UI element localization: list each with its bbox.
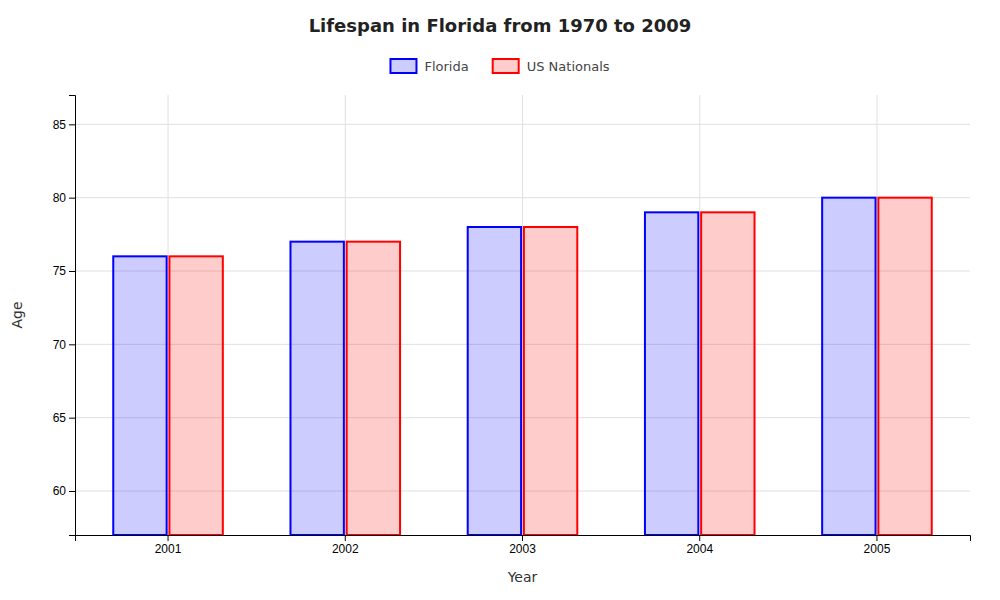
y-tick-label: 70 bbox=[53, 338, 67, 352]
bar bbox=[701, 212, 754, 535]
bar bbox=[645, 212, 698, 535]
legend-item: US Nationals bbox=[493, 59, 610, 74]
y-axis-line bbox=[69, 96, 76, 536]
legend-label: Florida bbox=[424, 59, 468, 74]
grid-line-x bbox=[345, 95, 346, 535]
x-tick: 2005 bbox=[864, 535, 891, 556]
y-tick-mark bbox=[69, 271, 75, 272]
legend-label: US Nationals bbox=[527, 59, 610, 74]
x-axis: 2001 2002 2003 2004 2005 bbox=[76, 535, 971, 556]
series bbox=[113, 198, 875, 535]
y-tick-mark bbox=[69, 124, 75, 125]
y-tick: 80 bbox=[53, 191, 75, 205]
x-tick-label: 2004 bbox=[686, 542, 713, 556]
x-tick: 2001 bbox=[155, 535, 182, 556]
y-tick-label: 75 bbox=[53, 264, 67, 278]
x-tick: 2003 bbox=[509, 535, 536, 556]
legend-swatch bbox=[390, 59, 416, 73]
bar bbox=[524, 227, 577, 535]
y-axis-title: Age bbox=[9, 301, 25, 328]
x-tick-mark bbox=[345, 535, 346, 541]
x-tick-mark bbox=[699, 535, 700, 541]
grid bbox=[75, 95, 970, 535]
bars bbox=[113, 198, 931, 535]
y-tick-mark bbox=[69, 491, 75, 492]
x-tick-label: 2001 bbox=[155, 542, 182, 556]
legend: Florida US Nationals bbox=[390, 59, 609, 74]
x-tick-mark bbox=[522, 535, 523, 541]
bar bbox=[290, 242, 343, 535]
y-tick: 75 bbox=[53, 264, 75, 278]
grid-line-x bbox=[168, 95, 169, 535]
y-tick-mark bbox=[69, 198, 75, 199]
bar bbox=[169, 256, 222, 535]
x-tick-label: 2005 bbox=[864, 542, 891, 556]
x-axis-line bbox=[76, 536, 971, 542]
bar bbox=[113, 256, 166, 535]
bar bbox=[878, 198, 931, 535]
x-tick-mark bbox=[876, 535, 877, 541]
plot: 60 65 70 75 80 85 2001 2002 2003 2004 2005 bbox=[53, 95, 971, 556]
y-tick-mark bbox=[69, 418, 75, 419]
y-tick-mark bbox=[69, 344, 75, 345]
x-axis-title: Year bbox=[507, 569, 538, 585]
y-tick-label: 65 bbox=[53, 411, 67, 425]
y-tick: 60 bbox=[53, 484, 75, 498]
bar bbox=[822, 198, 875, 535]
legend-swatch bbox=[493, 59, 519, 73]
bar bbox=[468, 227, 521, 535]
legend-item: Florida bbox=[390, 59, 468, 74]
bar bbox=[347, 242, 400, 535]
series bbox=[169, 198, 931, 535]
y-tick-label: 60 bbox=[53, 484, 67, 498]
chart: 60 65 70 75 80 85 2001 2002 2003 2004 2005 Year Age L… bbox=[0, 0, 1000, 600]
grid-line-x bbox=[699, 95, 700, 535]
y-tick: 65 bbox=[53, 411, 75, 425]
x-tick: 2004 bbox=[686, 535, 713, 556]
x-tick-label: 2002 bbox=[332, 542, 359, 556]
x-tick-mark bbox=[168, 535, 169, 541]
y-tick-label: 85 bbox=[53, 118, 67, 132]
y-tick: 85 bbox=[53, 118, 75, 132]
y-tick: 70 bbox=[53, 338, 75, 352]
grid-line-x bbox=[876, 95, 877, 535]
y-tick-label: 80 bbox=[53, 191, 67, 205]
grid-line-x bbox=[522, 95, 523, 535]
title: Lifespan in Florida from 1970 to 2009 bbox=[309, 15, 692, 36]
y-axis: 60 65 70 75 80 85 bbox=[53, 96, 76, 536]
x-tick-label: 2003 bbox=[509, 542, 536, 556]
x-tick: 2002 bbox=[332, 535, 359, 556]
